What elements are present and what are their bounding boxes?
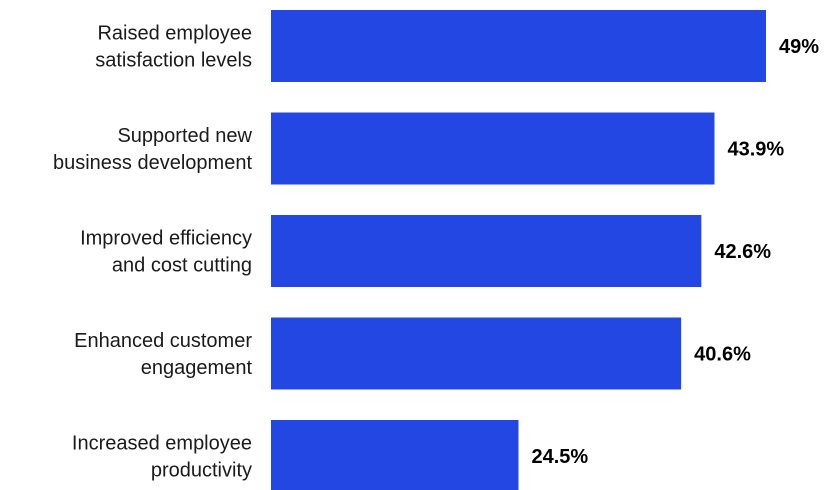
value-label-5: 24.5% xyxy=(532,446,589,468)
category-label-4: Enhanced customer engagement xyxy=(74,330,252,379)
category-label-3: Improved efficiency and cost cutting xyxy=(80,228,252,277)
category-label-line: productivity xyxy=(151,460,252,482)
value-labels-group: 49% 43.9% 42.6% 40.6% 24.5% xyxy=(532,36,820,468)
category-label-line: engagement xyxy=(141,357,253,379)
category-label-line: Raised employee xyxy=(97,23,252,45)
category-label-line: Enhanced customer xyxy=(74,330,252,352)
bar-4 xyxy=(271,317,682,390)
category-label-5: Increased employee productivity xyxy=(72,433,252,482)
category-label-line: Supported new xyxy=(117,125,252,147)
category-label-line: business development xyxy=(53,152,252,174)
category-labels-group: Raised employee satisfaction levels Suppor… xyxy=(53,23,253,482)
category-label-1: Raised employee satisfaction levels xyxy=(95,23,252,72)
bar-1 xyxy=(271,10,766,82)
value-label-1: 49% xyxy=(779,36,819,58)
category-label-line: and cost cutting xyxy=(112,255,252,277)
category-label-line: Improved efficiency xyxy=(80,228,252,250)
category-label-line: Increased employee xyxy=(72,433,252,455)
bars-group xyxy=(271,10,766,490)
bar-5 xyxy=(271,420,519,490)
category-label-line: satisfaction levels xyxy=(95,50,252,72)
bar-2 xyxy=(271,112,715,185)
value-label-4: 40.6% xyxy=(694,344,751,366)
value-label-2: 43.9% xyxy=(727,139,784,161)
value-label-3: 42.6% xyxy=(714,241,771,263)
category-label-2: Supported new business development xyxy=(53,125,253,174)
bar-3 xyxy=(271,215,702,287)
